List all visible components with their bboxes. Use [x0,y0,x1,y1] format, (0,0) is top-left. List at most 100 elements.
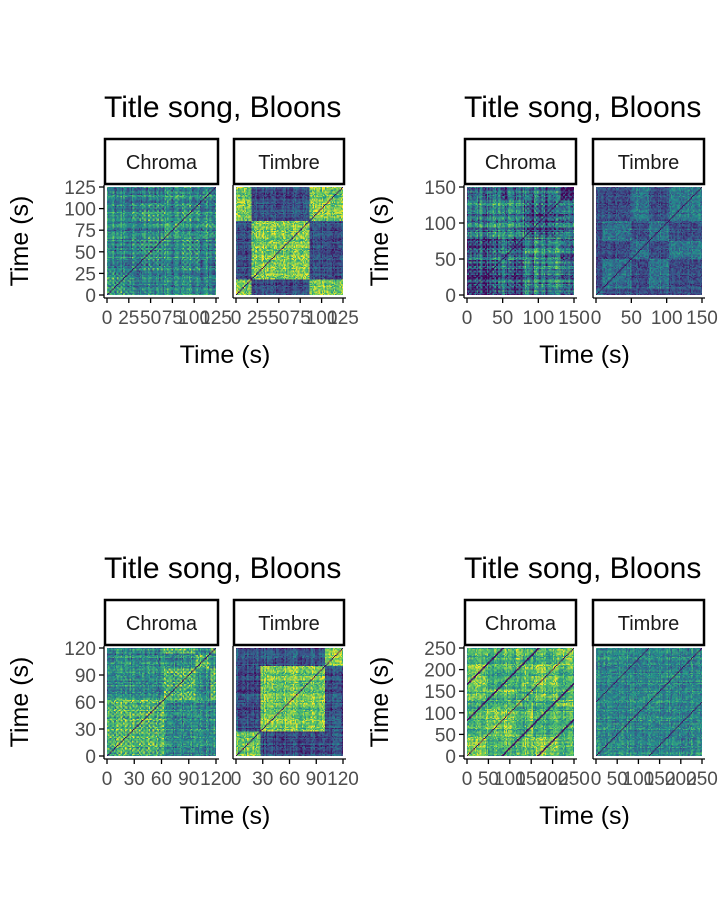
x-tick-label: 30 [252,769,273,790]
y-axis-title: Time (s) [366,196,394,287]
x-tick-label: 100 [623,769,655,790]
y-tick-label: 100 [424,214,456,235]
x-tick-label: 0 [462,308,473,329]
x-tick-label: 50 [492,308,513,329]
facet-strip [232,137,346,186]
y-tick-label: 150 [424,682,456,703]
y-tick-label: 200 [424,661,456,682]
chart-title: Title song, Bloons [464,552,701,585]
heatmap-tiles [107,187,216,295]
x-tick-label: 100 [178,308,210,329]
x-tick-label: 150 [644,769,676,790]
x-tick-label: 50 [268,308,289,329]
x-tick-label: 25 [118,308,139,329]
x-axis-title: Time (s) [539,802,630,830]
x-tick-label: 90 [306,769,327,790]
y-tick-label: 0 [85,747,96,768]
x-axis-title: Time (s) [180,341,271,369]
facet-timbre: Timbre 0 50 100 150 [591,137,718,329]
x-tick-label: 25 [247,308,268,329]
x-tick-label: 250 [686,769,718,790]
y-tick-label: 0 [445,747,456,768]
y-tick-label: 50 [435,725,456,746]
y-tick-label: 150 [424,178,456,199]
x-tick-label: 200 [665,769,697,790]
x-axis-title: Time (s) [180,802,271,830]
x-tick-label: 50 [607,769,628,790]
x-tick-label: 120 [327,769,359,790]
facet-strip-label: Timbre [258,152,319,174]
facet-strip [103,598,220,647]
y-tick-label: 50 [435,250,456,271]
facet-strip-label: Chroma [485,152,557,174]
x-tick-label: 30 [124,769,145,790]
facet-strip-label: Chroma [126,613,198,635]
x-tick-label: 50 [621,308,642,329]
facet-strip-label: Timbre [618,613,679,635]
facet-strip [463,137,578,186]
x-tick-label: 150 [515,769,547,790]
x-tick-label: 100 [651,308,683,329]
facet-strip [232,598,346,647]
x-tick-label: 100 [522,308,554,329]
facet-strip [103,137,220,186]
x-tick-label: 90 [178,769,199,790]
facet-strip [463,598,578,647]
heatmap-tiles [596,187,702,295]
x-tick-label: 120 [200,769,232,790]
chart-title: Title song, Bloons [104,552,341,585]
y-tick-label: 90 [75,666,96,687]
y-tick-label: 120 [64,639,96,660]
x-tick-label: 200 [537,769,569,790]
heatmap-tiles [107,648,216,756]
x-axis-title: Time (s) [539,341,630,369]
facet-strip-label: Chroma [485,613,557,635]
y-tick-label: 250 [424,639,456,660]
facet-timbre: Timbre 0 30 60 90 120 [231,598,359,790]
y-axis-title: Time (s) [6,657,34,748]
x-tick-label: 75 [290,308,311,329]
x-tick-label: 0 [231,308,242,329]
x-tick-label: 50 [478,769,499,790]
x-tick-label: 0 [102,769,113,790]
y-tick-label: 100 [424,704,456,725]
heatmap-tiles [467,648,574,756]
heatmap-tiles [596,648,702,756]
chart-title: Title song, Bloons [104,91,341,124]
y-axis-title: Time (s) [6,196,34,287]
x-tick-label: 60 [279,769,300,790]
y-axis-title: Time (s) [366,657,394,748]
x-tick-label: 125 [327,308,359,329]
y-tick-label: 125 [64,178,96,199]
y-tick-label: 0 [445,286,456,307]
facet-strip [591,137,706,186]
y-tick-label: 60 [75,693,96,714]
y-tick-label: 75 [75,221,96,242]
y-tick-label: 0 [85,286,96,307]
x-tick-label: 75 [162,308,183,329]
y-tick-label: 25 [75,264,96,285]
x-tick-label: 0 [462,769,473,790]
x-tick-label: 150 [558,308,590,329]
chart-title: Title song, Bloons [464,91,701,124]
y-tick-label: 50 [75,243,96,264]
heatmap-tiles [236,187,343,295]
facet-strip-label: Timbre [258,613,319,635]
x-tick-label: 100 [306,308,338,329]
x-tick-label: 60 [151,769,172,790]
facet-strip [591,598,706,647]
x-tick-label: 0 [591,769,602,790]
x-tick-label: 150 [686,308,718,329]
